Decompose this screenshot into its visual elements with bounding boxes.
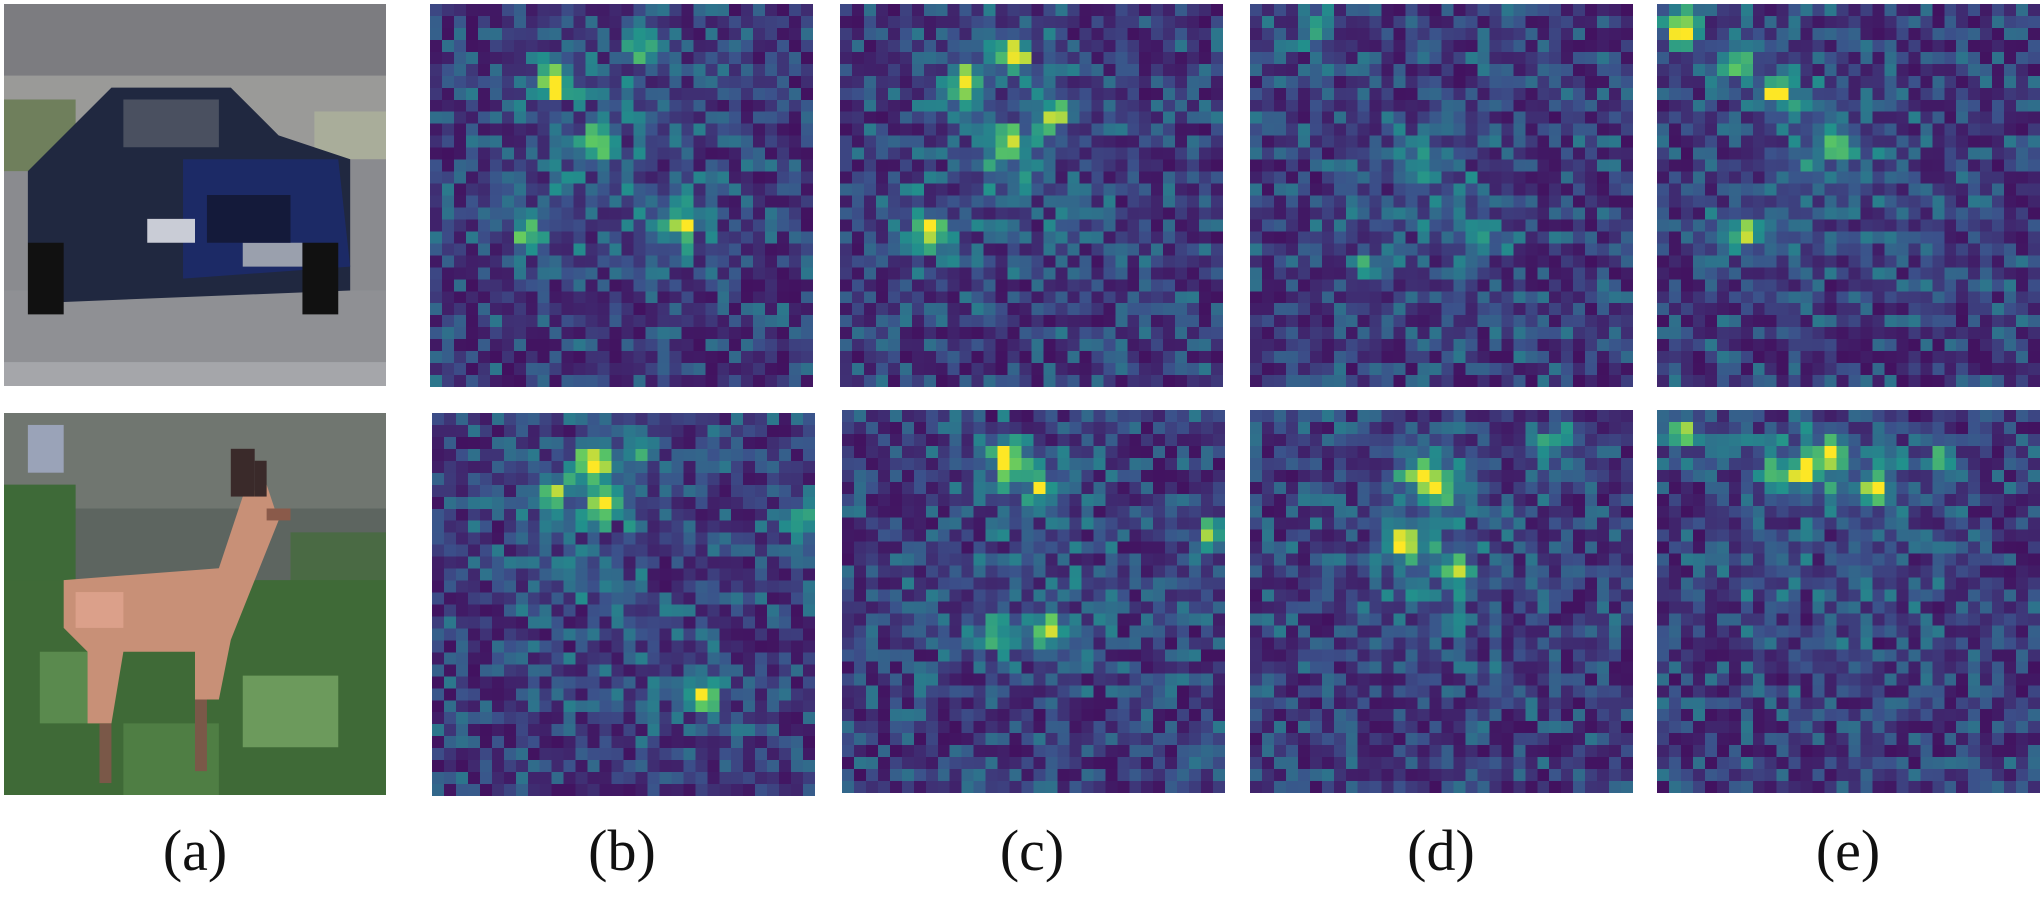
heatmap-grid xyxy=(430,4,813,387)
heatmap-grid xyxy=(840,4,1223,387)
heatmap-row1-d xyxy=(1250,4,1633,387)
heatmap-grid xyxy=(432,413,815,796)
heatmap-grid xyxy=(1250,410,1633,793)
column-label-c: (c) xyxy=(999,818,1065,883)
heatmap-grid xyxy=(842,410,1225,793)
input-image-deer xyxy=(4,413,386,795)
column-label-d: (d) xyxy=(1407,818,1475,883)
heatmap-row1-c xyxy=(840,4,1223,387)
heatmap-row2-d xyxy=(1250,410,1633,793)
heatmap-row2-b xyxy=(432,413,815,796)
column-label-b: (b) xyxy=(588,818,656,883)
heatmap-row1-e xyxy=(1657,4,2040,387)
input-image-car xyxy=(4,4,386,386)
heatmap-row1-b xyxy=(430,4,813,387)
heatmap-row2-c xyxy=(842,410,1225,793)
column-label-e: (e) xyxy=(1815,818,1881,883)
heatmap-grid xyxy=(1657,4,2040,387)
column-label-a: (a) xyxy=(162,818,228,883)
heatmap-row2-e xyxy=(1657,410,2040,793)
deer-photo-icon xyxy=(4,413,386,795)
heatmap-grid xyxy=(1250,4,1633,387)
heatmap-grid xyxy=(1657,410,2040,793)
car-photo-icon xyxy=(4,4,386,386)
